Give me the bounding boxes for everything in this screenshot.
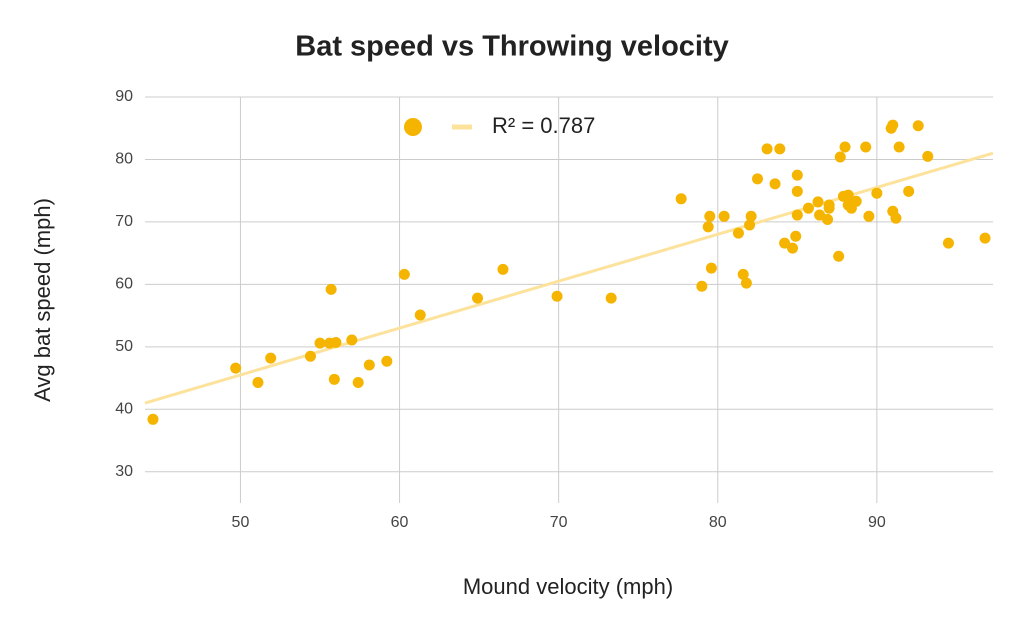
data-point	[761, 143, 773, 155]
data-point	[497, 263, 509, 275]
data-point	[705, 262, 717, 274]
data-point	[790, 230, 802, 242]
data-point	[912, 120, 924, 132]
data-point	[745, 210, 757, 222]
data-point	[833, 250, 845, 262]
data-point	[230, 362, 242, 374]
data-point	[718, 210, 730, 222]
data-point	[304, 350, 316, 362]
y-tick-label: 90	[115, 88, 133, 105]
data-point	[850, 195, 862, 207]
x-axis-label: Mound velocity (mph)	[463, 574, 673, 599]
data-point	[740, 277, 752, 289]
x-tick-label: 90	[868, 514, 886, 531]
data-point	[871, 187, 883, 199]
x-tick-label: 70	[550, 514, 568, 531]
data-point	[732, 227, 744, 239]
data-point	[842, 189, 854, 201]
data-point	[314, 337, 326, 349]
data-point	[752, 173, 764, 185]
data-point	[265, 352, 277, 364]
data-point	[787, 242, 799, 254]
data-point	[887, 119, 899, 131]
y-tick-label: 40	[115, 401, 133, 418]
y-tick-label: 30	[115, 463, 133, 480]
data-point	[398, 268, 410, 280]
data-point	[802, 202, 814, 214]
data-point	[551, 290, 563, 302]
y-tick-label: 50	[115, 338, 133, 355]
data-point	[702, 221, 714, 233]
data-point	[791, 209, 803, 221]
data-point	[363, 359, 375, 371]
y-axis-label: Avg bat speed (mph)	[30, 198, 55, 402]
x-tick-label: 50	[232, 514, 250, 531]
data-point	[472, 292, 484, 304]
data-point	[328, 373, 340, 385]
data-point	[252, 376, 264, 388]
data-point	[893, 141, 905, 153]
data-point	[834, 151, 846, 163]
data-point	[903, 185, 915, 197]
data-point	[147, 413, 159, 425]
data-point	[381, 355, 393, 367]
data-point	[863, 210, 875, 222]
x-tick-label: 60	[391, 514, 409, 531]
data-point	[812, 196, 824, 208]
data-point	[769, 178, 781, 190]
data-point	[744, 219, 756, 231]
y-tick-label: 70	[115, 213, 133, 230]
data-point	[346, 334, 358, 346]
data-point	[922, 150, 934, 162]
data-point	[605, 292, 617, 304]
data-point	[823, 199, 835, 211]
data-point	[791, 169, 803, 181]
data-point	[774, 143, 786, 155]
data-point	[942, 237, 954, 249]
y-tick-label: 80	[115, 151, 133, 168]
data-point	[890, 212, 902, 224]
chart-title: Bat speed vs Throwing velocity	[295, 31, 729, 63]
data-point	[325, 283, 337, 295]
data-point	[675, 193, 687, 205]
data-point	[330, 336, 342, 348]
data-point	[839, 141, 851, 153]
data-point	[352, 376, 364, 388]
data-point	[696, 280, 708, 292]
legend-marker	[404, 118, 422, 136]
data-point	[822, 213, 834, 225]
legend-label: R² = 0.787	[492, 113, 595, 138]
x-tick-label: 80	[709, 514, 727, 531]
y-tick-label: 60	[115, 276, 133, 293]
data-point	[979, 232, 991, 244]
data-point	[704, 210, 716, 222]
data-point	[791, 185, 803, 197]
data-point	[860, 141, 872, 153]
data-point	[779, 237, 791, 249]
data-point	[414, 309, 426, 321]
data-point	[737, 268, 749, 280]
